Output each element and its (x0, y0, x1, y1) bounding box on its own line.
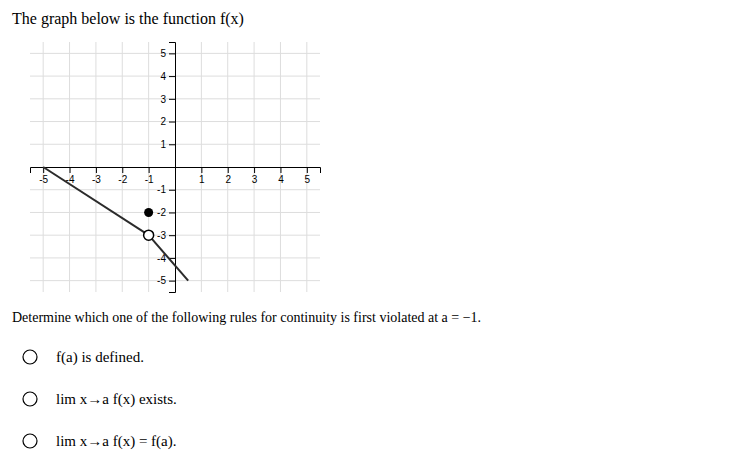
tick-mark (169, 281, 175, 282)
title: The graph below is the function f(x) (12, 10, 244, 28)
question: Determine which one of the following rul… (12, 310, 481, 325)
tick-label: 2 (225, 174, 231, 185)
filled-dot (144, 208, 153, 217)
tick-label: 5 (160, 48, 166, 59)
tick-mark (228, 167, 229, 173)
tick-label: -1 (145, 174, 154, 185)
tick: -2 (157, 207, 175, 218)
tick-label: -2 (118, 174, 127, 185)
option-label: f(a) is defined. (56, 349, 144, 366)
tick-mark (254, 167, 255, 173)
function-line (149, 235, 189, 280)
tick: 2 (160, 116, 175, 127)
tick: -5 (157, 275, 175, 286)
tick-mark (96, 167, 97, 173)
tick-label: 3 (252, 174, 258, 185)
tick-label: -5 (39, 174, 48, 185)
tick: 5 (160, 48, 175, 59)
tick: 3 (160, 94, 175, 105)
tick-mark (169, 53, 175, 54)
tick-label: 1 (160, 139, 166, 150)
tick-label: 5 (305, 174, 311, 185)
tick: 4 (278, 167, 284, 185)
tick-mark (122, 167, 123, 173)
tick-mark (307, 167, 308, 173)
tick-mark (169, 212, 175, 213)
tick-label: 1 (199, 174, 205, 185)
tick-mark (169, 235, 175, 236)
tick: 4 (160, 71, 175, 82)
function-line (43, 167, 148, 235)
tick-mark (201, 167, 202, 173)
tick: 3 (252, 167, 258, 185)
tick-mark (280, 167, 281, 173)
tick: 5 (305, 167, 311, 185)
tick-mark (169, 76, 175, 77)
axis-line (169, 43, 176, 293)
tick-mark (169, 122, 175, 123)
tick: -3 (92, 167, 101, 185)
tick-label: -1 (157, 184, 166, 195)
tick-label: 3 (160, 94, 166, 105)
tick-mark (169, 190, 175, 191)
radio-circle (23, 434, 37, 448)
tick: 1 (199, 167, 205, 185)
tick-label: 2 (160, 116, 166, 127)
tick-label: 4 (278, 174, 284, 185)
plot-area (43, 167, 188, 281)
tick-label: -2 (157, 207, 166, 218)
tick-mark (70, 167, 71, 173)
tick-label: -5 (157, 275, 166, 286)
tick-mark (169, 99, 175, 100)
radio-circle (23, 392, 37, 406)
tick: 1 (160, 139, 175, 150)
tick-mark (149, 167, 150, 173)
tick: 2 (225, 167, 231, 185)
tick: -1 (157, 184, 175, 195)
tick: -2 (118, 167, 127, 185)
option-label: lim x→a f(x) = f(a). (56, 433, 177, 450)
tick-mark (169, 144, 175, 145)
grid (30, 42, 320, 292)
tick-label: -3 (157, 230, 166, 241)
radio-circle (23, 350, 37, 364)
open-dot (144, 230, 154, 240)
chart: The graph below is the function f(x)-5-4… (0, 0, 753, 459)
option-label: lim x→a f(x) exists. (56, 391, 177, 408)
tick-label: -3 (92, 174, 101, 185)
tick: -3 (157, 230, 175, 241)
tick-label: 4 (160, 71, 166, 82)
tick: -1 (145, 167, 154, 185)
